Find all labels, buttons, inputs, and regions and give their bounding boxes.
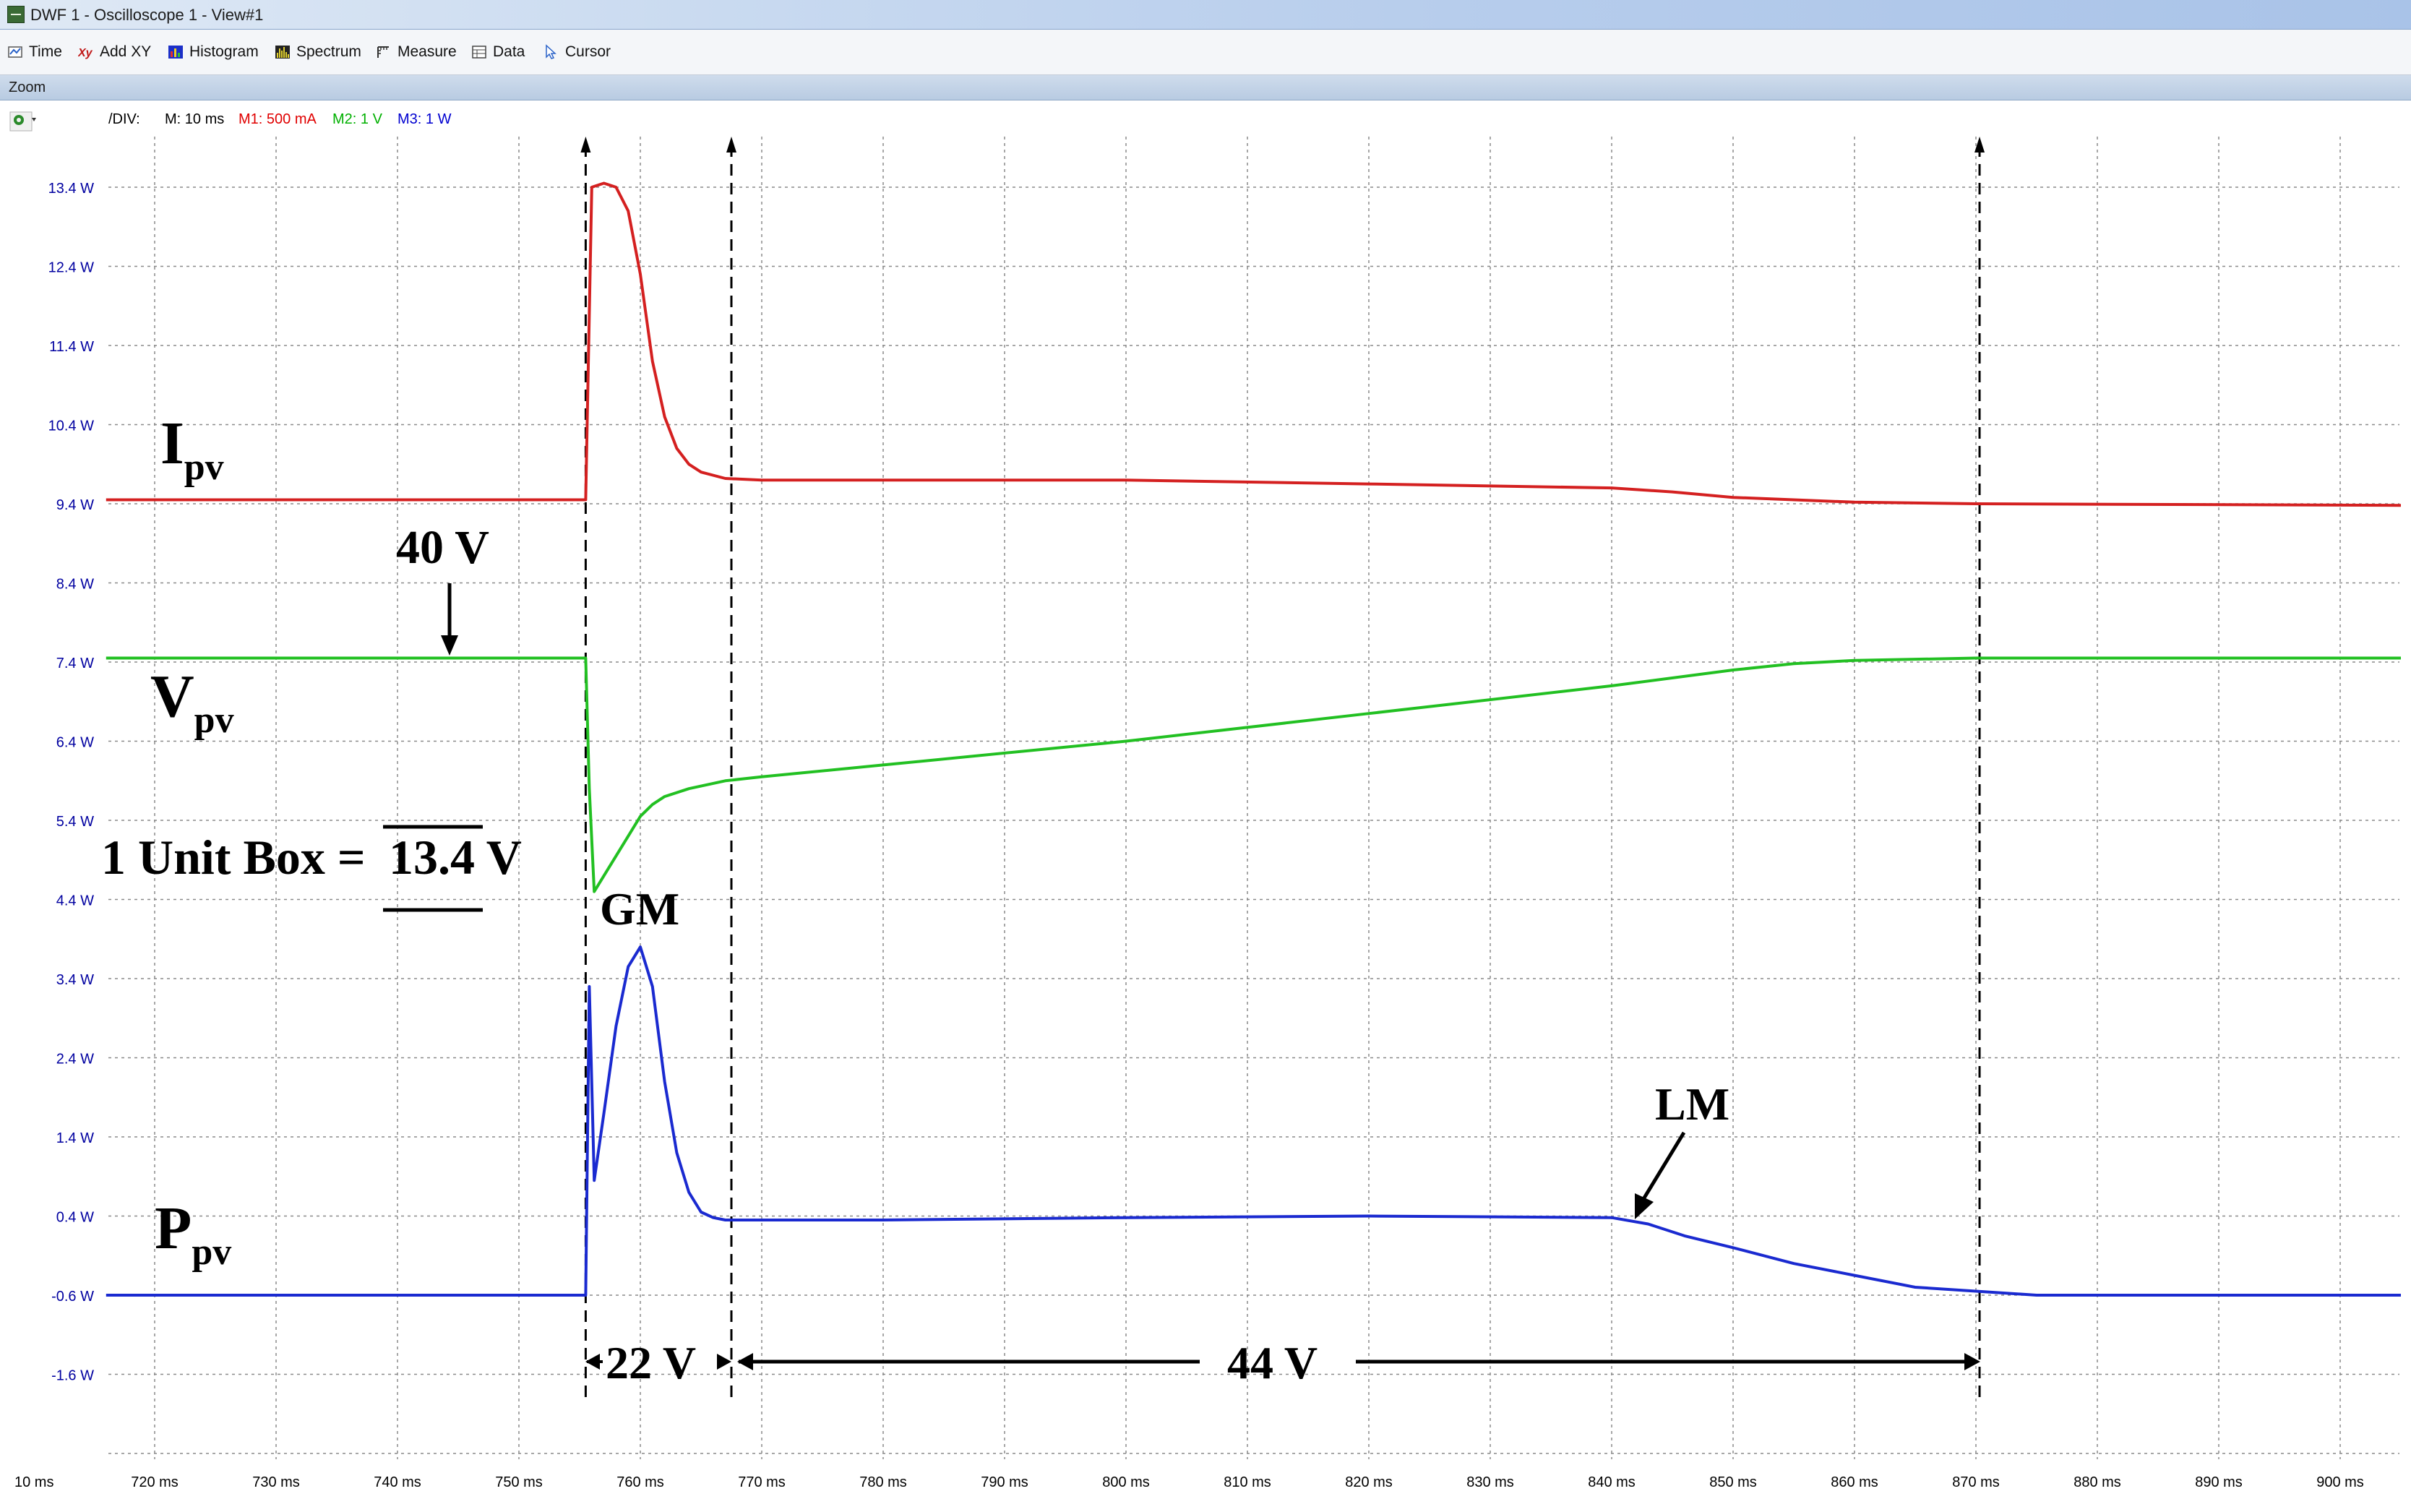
add-xy-icon: Xy [77,44,94,60]
y-tick-label: 9.4 W [56,497,94,513]
time-marker-arrowhead [726,137,736,153]
x-tick-label: 800 ms [1102,1474,1150,1490]
x-tick-label: 760 ms [616,1474,664,1490]
oscilloscope-plot: /DIV: M: 10 ms M1: 500 mA M2: 1 V M3: 1 … [0,100,2411,1508]
trace-vpv [106,656,2401,893]
span-44v: 44 V [737,1337,1980,1388]
time-markers [580,137,1985,1401]
x-tick-label: 860 ms [1831,1474,1878,1490]
settings-icon [14,115,36,125]
gm-label: GM [600,883,679,935]
vpv-label: Vpv [150,663,234,741]
y-tick-label: 1.4 W [56,1130,94,1146]
toolbar-data-button[interactable]: Data [471,43,525,61]
unit-box-label: 1 Unit Box = [101,830,366,885]
ipv-label: Ipv [160,410,224,488]
y-tick-label: 11.4 W [49,339,94,355]
x-tick-label: 770 ms [738,1474,786,1490]
cursor-icon [543,44,559,60]
unit-box-value: 13.4 V [389,830,522,885]
window-title: DWF 1 - Oscilloscope 1 - View#1 [30,6,264,24]
x-tick-label: 790 ms [981,1474,1028,1490]
data-icon [471,44,487,60]
y-tick-label: 3.4 W [56,972,94,988]
x-tick-label: 740 ms [374,1474,421,1490]
span-22v: 22 V [585,1337,731,1388]
annotations: Ipv Vpv Ppv 40 V 1 Unit Box = 13.4 V GM … [101,410,1980,1388]
trace-ppv [106,945,2401,1297]
x-tick-label: 880 ms [2073,1474,2121,1490]
toolbar-time-button[interactable]: Time [7,43,62,61]
div-m2: M2: 1 V [332,111,383,127]
spectrum-icon [275,44,291,60]
grid [108,137,2399,1459]
x-tick-label: 810 ms [1224,1474,1271,1490]
x-tick-label: 820 ms [1345,1474,1393,1490]
x-tick-label: 870 ms [1952,1474,2000,1490]
y-tick-label: 12.4 W [48,260,94,276]
window-titlebar: DWF 1 - Oscilloscope 1 - View#1 [0,0,2411,30]
x-tick-label: 10 ms [14,1474,53,1490]
time-marker-arrowhead [580,137,591,153]
x-tick-label: 750 ms [495,1474,543,1490]
zoom-bar: Zoom [0,75,2411,100]
lm-arrow [1635,1131,1686,1219]
div-prefix: /DIV: [108,111,140,127]
lm-label: LM [1655,1078,1729,1130]
toolbar-spectrum-button[interactable]: Spectrum [275,43,361,61]
y-tick-label: 13.4 W [48,181,94,197]
ppv-label: Ppv [155,1195,231,1273]
x-tick-label: 900 ms [2316,1474,2364,1490]
y-tick-label: 4.4 W [56,893,94,909]
toolbar-measure-button[interactable]: Measure [376,43,457,61]
y-tick-label: 10.4 W [48,418,94,434]
scope-svg: /DIV: M: 10 ms M1: 500 mA M2: 1 V M3: 1 … [9,111,2402,1490]
y-tick-label: 0.4 W [56,1210,94,1226]
scope-options-button[interactable] [9,111,36,132]
y-axis: 13.4 W 12.4 W 11.4 W 10.4 W 9.4 W 8.4 W 7.4 W 6… [48,181,94,1384]
x-axis: 10 ms 720 ms 730 ms 740 ms 750 ms 760 ms 770 m… [14,1474,2364,1490]
div-m1: M1: 500 mA [238,111,317,127]
x-tick-label: 890 ms [2195,1474,2243,1490]
voltage-40v-arrow [441,583,458,656]
voltage-40v-label: 40 V [396,521,489,574]
app-icon [7,6,25,23]
y-tick-label: 5.4 W [56,814,94,830]
traces [106,181,2402,1297]
y-tick-label: 2.4 W [56,1052,94,1068]
toolbar: Time Xy Add XY Histogram Spectrum Measur… [0,30,2411,75]
y-tick-label: 7.4 W [56,656,94,671]
trace-ipv [106,181,2402,507]
x-tick-label: 730 ms [252,1474,300,1490]
time-marker-arrowhead [1974,137,1985,153]
y-tick-label: 6.4 W [56,735,94,751]
x-tick-label: 840 ms [1588,1474,1636,1490]
x-tick-label: 830 ms [1466,1474,1514,1490]
zoom-label: Zoom [9,80,46,95]
toolbar-add-xy-button[interactable]: Xy Add XY [77,43,152,60]
y-tick-label: -0.6 W [51,1289,94,1305]
div-m3: M3: 1 W [397,111,452,127]
x-tick-label: 720 ms [131,1474,179,1490]
toolbar-cursor-button[interactable]: Cursor [543,43,611,61]
span-22v-label: 22 V [606,1337,696,1388]
toolbar-histogram-button[interactable]: Histogram [168,43,259,61]
div-m: M: 10 ms [165,111,224,127]
time-icon [7,44,23,60]
x-tick-label: 780 ms [859,1474,907,1490]
histogram-icon [168,44,184,60]
x-tick-label: 850 ms [1709,1474,1757,1490]
span-44v-label: 44 V [1227,1337,1318,1388]
y-tick-label: -1.6 W [51,1368,94,1384]
svg-text:Xy: Xy [78,47,93,59]
y-tick-label: 8.4 W [56,577,94,593]
div-readout: /DIV: M: 10 ms M1: 500 mA M2: 1 V M3: 1 … [108,111,452,127]
measure-icon [376,44,392,60]
